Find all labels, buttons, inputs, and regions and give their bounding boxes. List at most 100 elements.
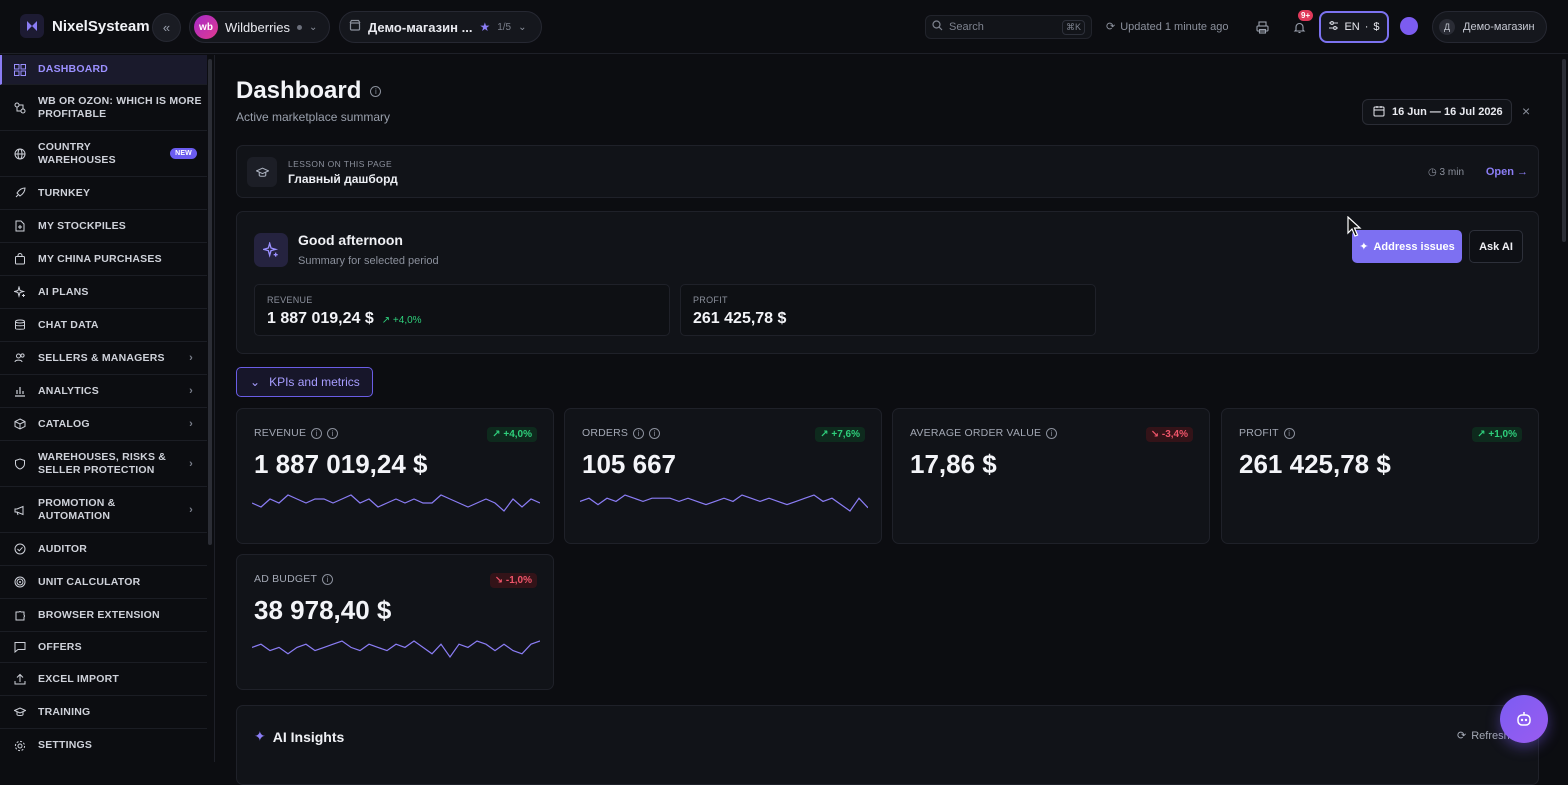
language-currency-button[interactable]: EN · $ — [1319, 11, 1389, 43]
search-input[interactable]: Search ⌘K — [925, 15, 1092, 39]
sidebar-item-unit-calculator[interactable]: UNIT CALCULATOR — [0, 566, 207, 599]
info-icon[interactable]: i — [370, 85, 382, 97]
sidebar-item-browser-extension[interactable]: BROWSER EXTENSION — [0, 599, 207, 632]
kpi-label: REVENUE i i — [254, 427, 339, 439]
globe-icon — [13, 147, 27, 161]
refresh-label: Refresh — [1471, 729, 1510, 742]
kpi-card-ad-budget[interactable]: AD BUDGET i ↘ -1,0% 38 978,40 $ — [236, 554, 554, 690]
new-badge: NEW — [170, 148, 197, 159]
address-issues-label: Address issues — [1373, 240, 1455, 253]
sidebar-item-analytics[interactable]: ANALYTICS › — [0, 375, 207, 408]
ai-assistant-icon[interactable] — [1400, 17, 1418, 35]
sparkles-icon: ✦ — [254, 728, 266, 744]
info-icon[interactable]: i — [1283, 427, 1295, 439]
sparkline-chart — [252, 494, 540, 512]
kpi-label-text: AVERAGE ORDER VALUE — [910, 427, 1042, 439]
sidebar-item-label: ANALYTICS — [38, 384, 99, 397]
kpi-card-orders[interactable]: ORDERS i i ↗ +7,6% 105 667 — [564, 408, 882, 544]
store-select[interactable]: Демо-магазин ... ★ 1/5 ⌄ — [339, 11, 542, 43]
info-icon[interactable]: i — [633, 427, 645, 439]
page-title: Dashboard i — [236, 77, 382, 105]
info-icon[interactable]: i — [1046, 427, 1058, 439]
collapse-sidebar-button[interactable]: « — [152, 13, 181, 42]
kpi-value: 17,86 $ — [910, 449, 997, 479]
kpi-value: 105 667 — [582, 449, 676, 479]
sidebar-item-label: CHAT DATA — [38, 318, 99, 331]
marketplace-select[interactable]: wb Wildberries ⌄ — [189, 11, 330, 43]
info-icon[interactable]: i — [311, 427, 323, 439]
sidebar-item-my-stockpiles[interactable]: MY STOCKPILES — [0, 210, 207, 243]
avatar: Д — [1439, 19, 1455, 35]
sidebar-item-label: BROWSER EXTENSION — [38, 608, 160, 621]
sidebar-item-auditor[interactable]: AUDITOR — [0, 533, 207, 566]
info-icon[interactable]: i — [327, 427, 339, 439]
sidebar-item-chat-data[interactable]: CHAT DATA — [0, 309, 207, 342]
kpis-toggle-button[interactable]: ⌄ KPIs and metrics — [236, 367, 373, 397]
store-name: Демо-магазин ... — [368, 19, 473, 35]
kpi-label-text: ORDERS — [582, 427, 629, 439]
sidebar-item-excel-import[interactable]: EXCEL IMPORT — [0, 663, 207, 696]
marketplace-name: Wildberries — [225, 19, 291, 35]
megaphone-icon — [13, 503, 27, 517]
sidebar-item-wb-or-ozon[interactable]: WB OR OZON: WHICH IS MORE PROFITABLE — [0, 85, 207, 131]
search-shortcut: ⌘K — [1061, 19, 1085, 35]
kpi-delta-badge: ↗ +7,6% — [815, 427, 865, 442]
lesson-duration-text: 3 min — [1439, 167, 1464, 178]
updated-status[interactable]: ⟳ Updated 1 minute ago — [1106, 20, 1228, 34]
ai-assistant-fab-button[interactable] — [1500, 695, 1548, 743]
sidebar-item-promotion-automation[interactable]: PROMOTION & AUTOMATION › — [0, 487, 207, 533]
clear-date-range-button[interactable]: × — [1522, 103, 1530, 119]
ai-insights-title-text: AI Insights — [272, 728, 345, 745]
date-range-picker[interactable]: 16 Jun — 16 Jul 2026 — [1362, 99, 1512, 125]
sparkline-chart — [252, 640, 540, 659]
sidebar-item-label: DASHBOARD — [38, 63, 109, 75]
grid-icon — [13, 63, 27, 77]
user-menu-button[interactable]: Д Демо-магазин — [1432, 11, 1547, 43]
sidebar-item-offers[interactable]: OFFERS — [0, 632, 207, 663]
kpi-label: AD BUDGET i — [254, 573, 334, 585]
upload-icon — [13, 672, 27, 686]
sidebar-item-turnkey[interactable]: TURNKEY — [0, 177, 207, 210]
ask-ai-button[interactable]: Ask AI — [1469, 230, 1523, 263]
lesson-banner: LESSON ON THIS PAGE Главный дашборд ◷ 3 … — [236, 145, 1539, 198]
info-icon[interactable]: i — [649, 427, 661, 439]
print-button[interactable] — [1252, 17, 1272, 37]
sidebar-item-warehouses-risks[interactable]: WAREHOUSES, RISKS & SELLER PROTECTION › — [0, 441, 207, 487]
sidebar-item-catalog[interactable]: CATALOG › — [0, 408, 207, 441]
ai-insights-refresh-button[interactable]: ⟳ Refresh — [1457, 729, 1510, 743]
app-logo[interactable]: NixelSysteam — [20, 14, 150, 38]
summary-profit-label: PROFIT — [693, 295, 728, 305]
sidebar-item-sellers-managers[interactable]: SELLERS & MANAGERS › — [0, 342, 207, 375]
message-icon — [13, 640, 27, 654]
sidebar-item-country-warehouses[interactable]: COUNTRY WAREHOUSES NEW — [0, 131, 207, 177]
star-icon[interactable]: ★ — [479, 20, 491, 34]
address-issues-button[interactable]: ✦ Address issues — [1352, 230, 1462, 263]
separator-dot: · — [1364, 21, 1369, 33]
main-scrollbar[interactable] — [1562, 59, 1566, 242]
summary-profit-value-row: 261 425,78 $ — [693, 310, 786, 328]
bag-icon — [13, 252, 27, 266]
lesson-open-link[interactable]: Open → — [1485, 166, 1528, 178]
kpi-card-revenue[interactable]: REVENUE i i ↗ +4,0% 1 887 019,24 $ — [236, 408, 554, 544]
sidebar-item-my-china-purchases[interactable]: MY CHINA PURCHASES — [0, 243, 207, 276]
logo-mark-icon — [20, 14, 44, 38]
sidebar-item-label: MY CHINA PURCHASES — [38, 252, 162, 265]
sidebar-item-settings[interactable]: SETTINGS — [0, 729, 207, 762]
sparkline-series — [580, 494, 868, 512]
robot-icon — [1517, 712, 1531, 726]
greeting-card: Good afternoon Summary for selected peri… — [236, 211, 1539, 354]
sidebar-item-label: OFFERS — [38, 640, 82, 653]
sidebar-item-dashboard[interactable]: DASHBOARD — [0, 55, 207, 85]
box-icon — [13, 417, 27, 431]
kpi-card-profit[interactable]: PROFIT i ↗ +1,0% 261 425,78 $ — [1221, 408, 1539, 544]
sidebar-scrollbar[interactable] — [208, 59, 212, 545]
kpi-card-average-order-value[interactable]: AVERAGE ORDER VALUE i ↘ -3,4% 17,86 $ — [892, 408, 1210, 544]
search-placeholder: Search — [949, 21, 984, 33]
notifications-button[interactable] — [1289, 17, 1309, 37]
sidebar-item-ai-plans[interactable]: AI PLANS — [0, 276, 207, 309]
chevron-down-icon: ⌄ — [250, 375, 261, 389]
info-icon[interactable]: i — [322, 573, 334, 585]
kpi-delta-badge: ↗ +1,0% — [1472, 427, 1522, 442]
sidebar-item-training[interactable]: TRAINING — [0, 696, 207, 729]
chevron-right-icon: › — [189, 457, 193, 470]
